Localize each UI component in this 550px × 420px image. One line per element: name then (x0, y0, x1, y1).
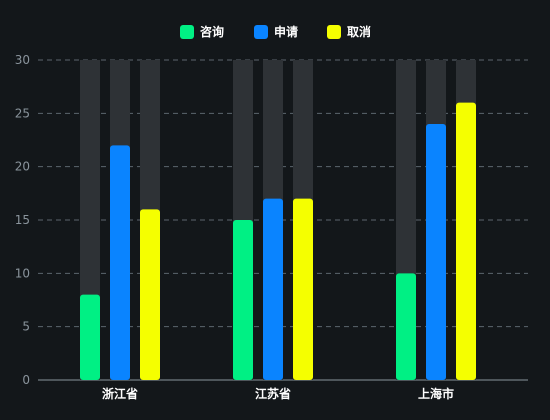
bar-1-2[interactable] (293, 198, 313, 380)
bar-2-0[interactable] (396, 273, 416, 380)
bar-0-2[interactable] (140, 209, 160, 380)
legend-label: 取消 (347, 24, 371, 39)
y-tick-label: 30 (15, 53, 30, 67)
x-axis: 浙江省 江苏省 上海市 (102, 386, 454, 401)
y-tick-label: 15 (15, 213, 30, 227)
x-category-label: 浙江省 (102, 386, 138, 401)
legend-label: 申请 (274, 24, 298, 39)
bar-1-0[interactable] (233, 220, 253, 380)
y-tick-label: 25 (15, 106, 30, 120)
bar-0-1[interactable] (110, 145, 130, 380)
legend-swatch (254, 25, 268, 39)
y-tick-label: 5 (22, 320, 30, 334)
y-tick-label: 10 (15, 266, 30, 280)
bars (80, 102, 476, 381)
y-tick-label: 20 (15, 160, 30, 174)
bar-2-1[interactable] (426, 124, 446, 380)
y-axis: 0 5 10 15 20 25 30 (15, 53, 30, 387)
bar-1-1[interactable] (263, 198, 283, 380)
legend-label: 咨询 (200, 24, 224, 39)
legend-swatch (327, 25, 341, 39)
bar-0-0[interactable] (80, 294, 100, 380)
legend-item-1[interactable]: 申请 (254, 24, 298, 39)
y-tick-label: 0 (22, 373, 30, 387)
legend-item-2[interactable]: 取消 (327, 24, 371, 39)
x-category-label: 上海市 (418, 386, 454, 401)
legend: 咨询 申请 取消 (180, 24, 371, 39)
legend-swatch (180, 25, 194, 39)
legend-item-0[interactable]: 咨询 (180, 24, 224, 39)
x-category-label: 江苏省 (255, 386, 291, 401)
bar-2-2[interactable] (456, 102, 476, 381)
